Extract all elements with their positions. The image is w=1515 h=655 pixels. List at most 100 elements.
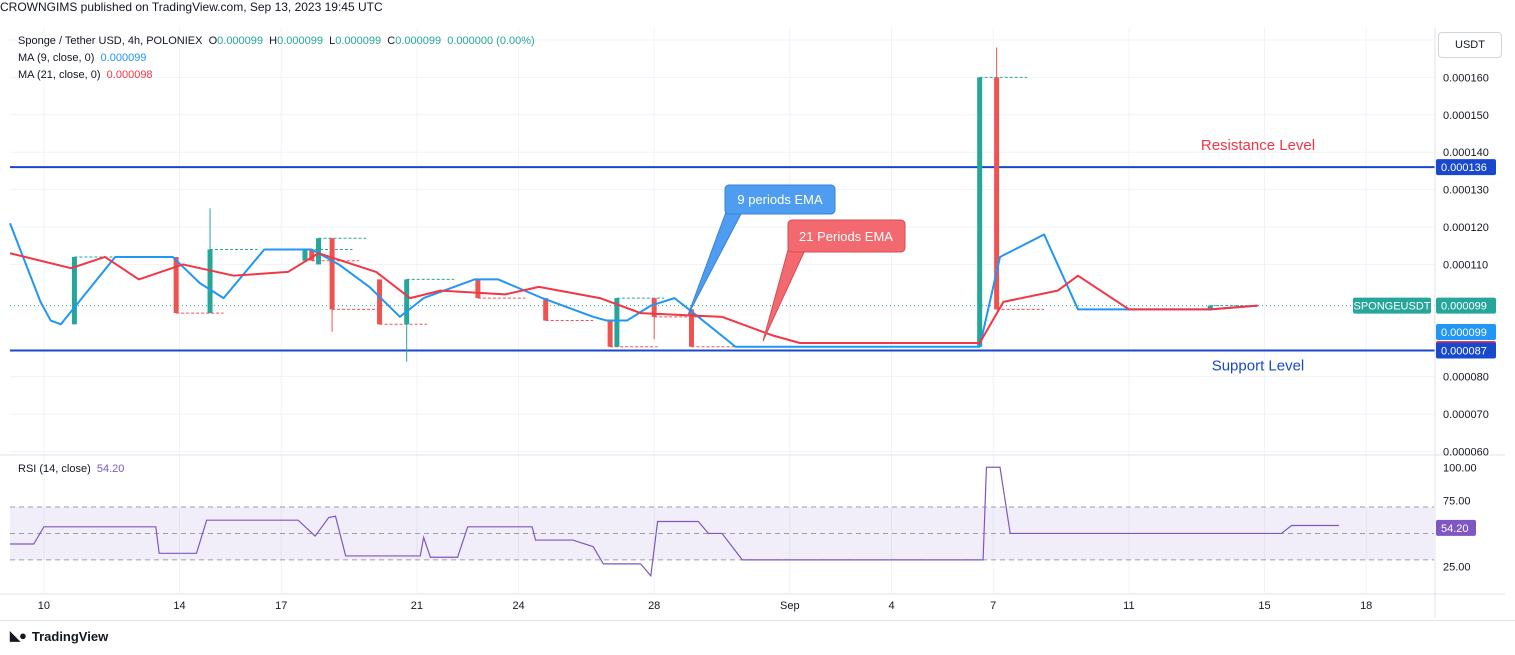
candle-body: [404, 279, 410, 325]
grid-lines: [10, 28, 1434, 593]
symbol-tag-box: [1353, 297, 1431, 314]
time-tick-label: 17: [275, 600, 287, 612]
ema9-callout: 9 periods EMA: [687, 184, 836, 316]
price-tags: 0.0001360.000099SPONGEUSDT0.0000990.0000…: [1353, 159, 1496, 536]
price-tag-label: 0.000087: [1441, 345, 1487, 357]
candle: [475, 279, 526, 299]
candle: [404, 278, 455, 362]
candle-body: [173, 256, 179, 314]
candle-body: [377, 279, 383, 325]
rsi-tick-label: 100.00: [1443, 462, 1477, 474]
time-tick-label: 7: [990, 600, 996, 612]
candle: [329, 238, 380, 332]
candle: [994, 47, 1045, 310]
time-tick-label: 11: [1123, 600, 1134, 612]
candle-body: [309, 249, 315, 261]
ma9-legend: MA (9, close, 0) 0.000099: [18, 52, 146, 64]
low-value: 0.000099: [335, 35, 382, 47]
ema21-callout-text: 21 Periods EMA: [799, 229, 893, 244]
price-tick-label: 0.000070: [1443, 409, 1489, 421]
candle-body: [607, 320, 613, 347]
tradingview-logo[interactable]: ◣● TradingView: [10, 628, 108, 644]
price-tag-label: 0.000099: [1441, 301, 1487, 313]
price-tag-box: [1436, 297, 1496, 314]
tradingview-logo-icon: ◣●: [10, 628, 27, 643]
rsi-legend: RSI (14, close) 54.20: [18, 463, 124, 475]
candle-body: [207, 249, 213, 314]
price-tag: 0.000087: [1436, 342, 1496, 359]
open-label: O: [208, 35, 218, 47]
time-tick-label: 15: [1258, 600, 1270, 612]
candle: [316, 237, 366, 265]
price-tag-box: [1436, 159, 1496, 176]
candle-body: [651, 298, 657, 317]
rsi-tick-label: 25.00: [1443, 562, 1471, 574]
candle: [377, 279, 428, 325]
candle: [207, 208, 258, 314]
ema9-callout-box: [724, 184, 836, 215]
candle-body: [475, 279, 481, 299]
ema21-callout-box: [787, 219, 906, 253]
ema21-callout: 21 Periods EMA: [762, 219, 906, 342]
candle-body: [302, 249, 308, 261]
time-tick-label: 28: [648, 600, 660, 612]
price-tick-label: 0.000150: [1443, 110, 1489, 122]
high-value: 0.000099: [277, 35, 323, 47]
currency-unit-button[interactable]: USDT: [1438, 32, 1502, 58]
candle-body: [543, 298, 549, 321]
close-label: C: [387, 35, 396, 47]
price-tag-box: [1436, 342, 1496, 359]
resistance-level-label: Resistance Level: [1201, 137, 1315, 154]
support-level-label: Support Level: [1212, 357, 1305, 374]
candle-body: [316, 238, 322, 265]
close-value: 0.000099: [395, 35, 442, 47]
price-tag: 0.000099: [1436, 324, 1496, 340]
ma9-value: 0.000099: [100, 52, 147, 64]
time-tick-label: 10: [38, 600, 50, 612]
tradingview-logo-text: TradingView: [31, 628, 109, 644]
level-lines: Resistance Level Support Level: [10, 137, 1435, 374]
price-tick-label: 0.000160: [1443, 72, 1489, 84]
rsi-value: 54.20: [96, 463, 125, 475]
publisher-text: CROWNGIMS published on TradingView.com, …: [0, 0, 383, 14]
price-tag: 0.000099 SPONGEUSDT: [1353, 297, 1496, 314]
time-tick-label: 14: [173, 600, 185, 612]
ma21-line: [9, 252, 1258, 345]
candle-body: [994, 77, 1000, 310]
candle-body: [614, 298, 620, 347]
ohlc-legend: Sponge / Tether USD, 4h, POLONIEX O0.000…: [18, 35, 535, 47]
price-tag-label: 0.000099: [1441, 327, 1487, 339]
change-value: 0.000000 (0.00%): [447, 35, 535, 47]
price-tag-label: 0.000136: [1441, 162, 1487, 174]
price-tick-label: 0.000140: [1443, 147, 1489, 159]
candle-body: [977, 77, 983, 347]
ma21-legend: MA (21, close, 0) 0.000098: [18, 69, 153, 81]
time-tick-label: 21: [411, 600, 423, 612]
candle: [977, 76, 1028, 347]
moving-average-lines: [9, 222, 1258, 348]
symbol-title: Sponge / Tether USD, 4h, POLONIEX: [18, 35, 203, 47]
candle: [614, 297, 665, 347]
rsi-tick-label: 75.00: [1443, 495, 1471, 507]
ma9-label: MA (9, close, 0): [18, 52, 95, 64]
price-tag: 0.000136: [1436, 159, 1496, 176]
price-tick-label: 0.000080: [1443, 372, 1489, 384]
price-tick-label: 0.000130: [1443, 185, 1489, 197]
price-tick-label: 0.000120: [1443, 222, 1489, 234]
time-tick-label: 18: [1360, 600, 1372, 612]
time-tick-label: 24: [512, 600, 524, 612]
open-value: 0.000099: [217, 35, 264, 47]
candle: [543, 298, 594, 322]
rsi-tag: 54.20: [1436, 519, 1476, 536]
annotations: 9 periods EMA 21 Periods EMA: [687, 184, 906, 342]
time-tick-label: 4: [888, 600, 894, 612]
candles: [71, 47, 1258, 362]
low-label: L: [329, 35, 336, 47]
candle-body: [71, 256, 77, 325]
ma9-line: [9, 222, 1258, 348]
ema21-callout-pointer: [762, 249, 806, 342]
price-tag-box: [1436, 324, 1496, 340]
ma21-label: MA (21, close, 0): [18, 69, 101, 81]
axes: 0.0001700.0001600.0001500.0001400.000130…: [0, 28, 1505, 618]
